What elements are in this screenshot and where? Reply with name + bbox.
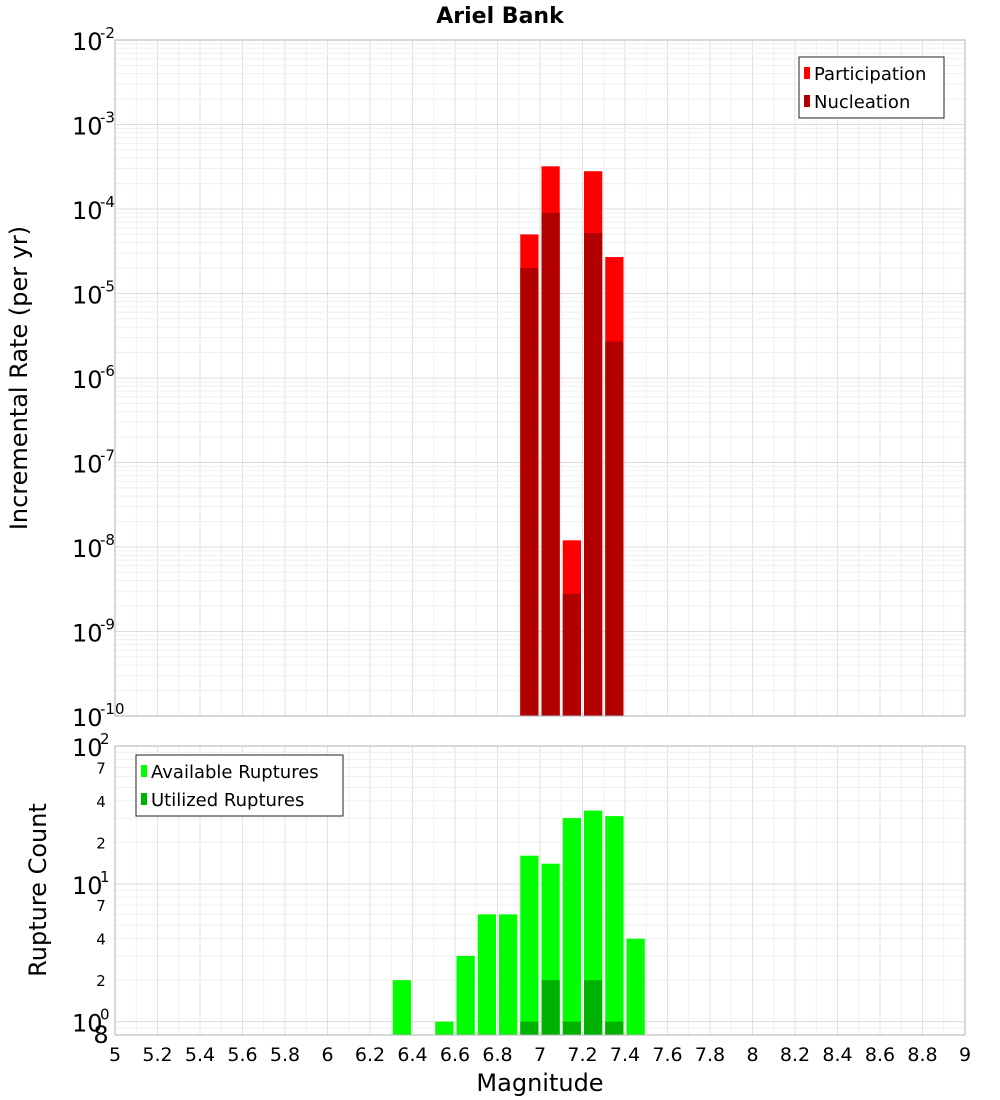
count-y-tick-label: 10: [72, 872, 103, 900]
count-bar-available-ruptures: [584, 810, 603, 1035]
count-bar-available-ruptures: [435, 1021, 454, 1035]
x-axis-label: Magnitude: [476, 1069, 603, 1097]
count-plot-frame: [114, 745, 966, 1036]
count-legend-swatch: [141, 793, 147, 805]
x-tick-label: 7.4: [610, 1044, 640, 1066]
rate-y-tick-exponent: -2: [100, 24, 115, 42]
x-tick-label: 8.4: [822, 1044, 852, 1066]
x-tick-label: 6.2: [355, 1044, 385, 1066]
count-y-minor-tick-label: 8: [93, 1021, 108, 1049]
count-y-tick-exponent: 2: [100, 730, 110, 748]
rate-y-tick-label: 10: [72, 113, 103, 141]
x-tick-label: 5: [109, 1044, 121, 1066]
x-tick-label: 7.2: [567, 1044, 597, 1066]
x-tick-label: 8.8: [907, 1044, 937, 1066]
x-tick-label: 8.6: [865, 1044, 895, 1066]
count-bar-utilized-ruptures: [520, 1021, 539, 1035]
count-legend-swatch: [141, 765, 147, 777]
rate-legend-swatch: [804, 67, 810, 79]
count-bar-available-ruptures: [456, 955, 475, 1035]
x-tick-label: 5.4: [185, 1044, 215, 1066]
count-y-tick-exponent: 0: [100, 1006, 110, 1024]
count-legend-label: Utilized Ruptures: [151, 790, 304, 811]
count-legend-label: Available Ruptures: [151, 762, 319, 783]
count-legend: Available Ruptures Utilized Ruptures: [135, 754, 344, 817]
rate-y-tick-exponent: -3: [100, 109, 115, 127]
rate-y-tick-label: 10: [72, 704, 103, 732]
x-tick-label: 6: [321, 1044, 333, 1066]
count-y-axis-label: Rupture Count: [24, 803, 52, 977]
count-bar-utilized-ruptures: [562, 1021, 581, 1035]
count-y-minor-tick-label: 7: [96, 897, 106, 915]
rate-legend-box: [798, 56, 945, 119]
x-tick-label: 5.8: [270, 1044, 300, 1066]
x-tick-labels: 5 5.2 5.4 5.6 5.8 6 6.2 6.4 6.6 6.8 7 7.2 7.4 7.6 7.8 8…: [109, 1044, 971, 1066]
count-y-minor-tick-label: 4: [96, 793, 106, 811]
x-tick-label: 7: [534, 1044, 546, 1066]
count-y-minor-tick-label: 4: [96, 931, 106, 949]
x-tick-label: 7.6: [652, 1044, 682, 1066]
rate-y-tick-exponent: -4: [100, 193, 115, 211]
x-tick-label: 7.8: [695, 1044, 725, 1066]
count-bar-available-ruptures: [605, 816, 624, 1035]
count-bars: [392, 810, 645, 1035]
rate-y-tick-label: 10: [72, 535, 103, 563]
rate-panel: 10-210-310-410-510-610-710-810-910-10 In…: [5, 24, 966, 732]
count-y-tick-label: 10: [72, 734, 103, 762]
x-tick-label: 5.2: [142, 1044, 172, 1066]
rate-y-tick-exponent: -10: [100, 700, 125, 718]
rate-grid: [114, 39, 966, 717]
rate-bar-nucleation: [562, 593, 581, 716]
count-bar-utilized-ruptures: [541, 980, 560, 1035]
rate-y-tick-exponent: -6: [100, 362, 115, 380]
rate-bar-nucleation: [605, 341, 624, 716]
count-y-tick-label: 10: [72, 1010, 103, 1038]
count-bar-utilized-ruptures: [605, 1021, 624, 1035]
count-bar-utilized-ruptures: [584, 980, 603, 1035]
count-bar-available-ruptures: [392, 980, 411, 1035]
count-y-minor-tick-label: 2: [96, 972, 106, 990]
rate-legend-swatch: [804, 95, 810, 107]
count-bar-available-ruptures: [626, 938, 645, 1035]
count-bar-available-ruptures: [562, 818, 581, 1035]
rate-bar-nucleation: [584, 232, 603, 716]
rate-y-tick-exponent: -7: [100, 447, 115, 465]
count-bar-available-ruptures: [499, 914, 518, 1035]
count-bar-available-ruptures: [477, 914, 496, 1035]
rate-y-tick-exponent: -9: [100, 616, 115, 634]
rate-y-tick-label: 10: [72, 451, 103, 479]
rate-bar-nucleation: [541, 212, 560, 716]
chart-title: Ariel Bank: [436, 4, 565, 29]
count-y-minor-tick-label: 2: [96, 834, 106, 852]
count-bar-available-ruptures: [520, 855, 539, 1035]
rate-y-tick-label: 10: [72, 366, 103, 394]
x-tick-label: 9: [959, 1044, 971, 1066]
rate-bar-nucleation: [520, 268, 539, 716]
rate-legend-label: Participation: [814, 64, 926, 85]
rate-y-tick-label: 10: [72, 282, 103, 310]
rate-legend-label: Nucleation: [814, 92, 910, 113]
x-tick-label: 6.6: [440, 1044, 470, 1066]
rate-legend: Participation Nucleation: [798, 56, 945, 119]
rate-y-tick-label: 10: [72, 197, 103, 225]
rate-y-axis-label: Incremental Rate (per yr): [5, 226, 33, 530]
count-y-minor-tick-label: 7: [96, 759, 106, 777]
x-tick-label: 5.6: [227, 1044, 257, 1066]
rate-y-tick-labels: 10-210-310-410-510-610-710-810-910-10: [72, 24, 125, 732]
rate-y-tick-label: 10: [72, 620, 103, 648]
rate-y-tick-exponent: -5: [100, 278, 115, 296]
rate-y-tick-label: 10: [72, 28, 103, 56]
count-y-tick-exponent: 1: [100, 868, 110, 886]
x-tick-label: 8.2: [780, 1044, 810, 1066]
x-tick-label: 6.4: [397, 1044, 427, 1066]
x-tick-label: 8: [746, 1044, 758, 1066]
count-legend-box: [135, 754, 344, 817]
rate-y-tick-exponent: -8: [100, 531, 115, 549]
rate-bars: [520, 166, 624, 717]
x-tick-label: 6.8: [482, 1044, 512, 1066]
rate-plot-frame: [114, 39, 966, 717]
